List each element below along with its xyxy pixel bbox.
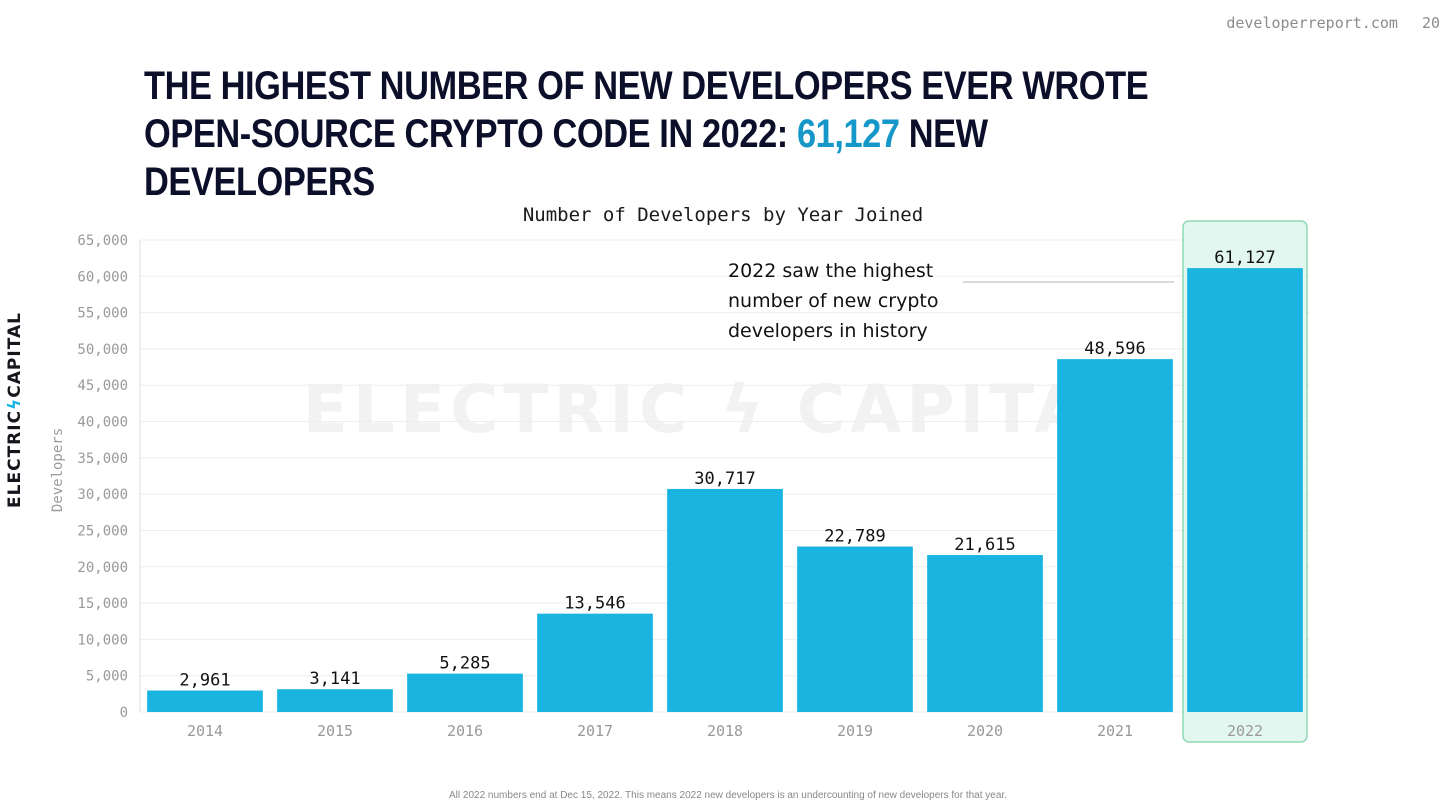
y-tick-label: 30,000: [77, 487, 128, 503]
x-tick-label: 2019: [837, 722, 873, 740]
chart-title: Number of Developers by Year Joined: [523, 204, 923, 226]
y-tick-label: 45,000: [77, 378, 128, 394]
annotation: 2022 saw the highest number of new crypt…: [728, 260, 939, 342]
y-tick-label: 15,000: [77, 596, 128, 612]
y-tick-label: 35,000: [77, 451, 128, 467]
y-tick-label: 60,000: [77, 269, 128, 285]
data-label-2014: 2,961: [179, 670, 230, 690]
data-label-2021: 48,596: [1084, 339, 1145, 359]
x-tick-label: 2016: [447, 722, 483, 740]
bar-2020: [927, 555, 1043, 712]
data-label-2016: 5,285: [439, 654, 490, 674]
footnote: All 2022 numbers end at Dec 15, 2022. Th…: [449, 790, 1007, 801]
x-tick-label: 2020: [967, 722, 1003, 740]
data-label-2018: 30,717: [694, 469, 755, 489]
title-part-2: NEW DEVELOPERS: [144, 112, 988, 204]
bars: [147, 268, 1303, 712]
y-tick-label: 5,000: [86, 669, 128, 685]
annotation-line-2: number of new crypto: [728, 290, 939, 312]
y-tick-label: 65,000: [77, 233, 128, 249]
page-number: 20: [1421, 14, 1440, 32]
bar-2014: [147, 690, 263, 712]
bar-2016: [407, 673, 523, 712]
site-url: developerreport.com: [1226, 14, 1398, 32]
bar-2018: [667, 488, 783, 712]
title-highlight: 61,127: [796, 112, 900, 156]
bar-chart: ELECTRIC ϟ CAPITAL 0 5,000 10,000 15,000 20,…: [50, 204, 1310, 743]
title-part-1: THE HIGHEST NUMBER OF NEW DEVELOPERS EVE…: [144, 64, 1149, 156]
page-title: THE HIGHEST NUMBER OF NEW DEVELOPERS EVE…: [144, 62, 1193, 206]
x-tick-label: 2018: [707, 722, 743, 740]
data-label-2017: 13,546: [564, 594, 625, 614]
y-tick-label: 10,000: [77, 632, 128, 648]
data-label-2019: 22,789: [824, 527, 885, 547]
y-tick-label: 55,000: [77, 306, 128, 322]
annotation-line-3: developers in history: [728, 320, 928, 342]
y-tick-label: 40,000: [77, 415, 128, 431]
x-tick-label: 2017: [577, 722, 613, 740]
bar-2022: [1187, 268, 1303, 712]
x-tick-label: 2014: [187, 722, 223, 740]
data-label-2020: 21,615: [954, 535, 1015, 555]
x-tick-label: 2021: [1097, 722, 1133, 740]
annotation-line-1: 2022 saw the highest: [728, 260, 933, 282]
x-tick-label: 2022: [1227, 722, 1263, 740]
bar-2019: [797, 546, 913, 712]
y-tick-label: 0: [120, 705, 128, 721]
data-label-2015: 3,141: [309, 669, 360, 689]
y-tick-label: 50,000: [77, 342, 128, 358]
bar-2015: [277, 689, 393, 712]
y-tick-label: 25,000: [77, 523, 128, 539]
x-tick-label: 2015: [317, 722, 353, 740]
header-site: developerreport.com 20: [1226, 14, 1440, 32]
data-labels: 2,961 3,141 5,285 13,546 30,717 22,789 21,615 4…: [179, 248, 1275, 690]
y-axis-ticks: 0 5,000 10,000 15,000 20,000 25,000 30,000 35,0…: [77, 233, 128, 721]
watermark: ELECTRIC ϟ CAPITAL: [303, 371, 1137, 448]
y-tick-label: 20,000: [77, 560, 128, 576]
bar-2017: [537, 613, 653, 712]
bar-2021: [1057, 359, 1173, 712]
x-axis-labels: 2014 2015 2016 2017 2018 2019 2020 2021 2022: [187, 722, 1263, 740]
y-axis-label: Developers: [50, 428, 66, 512]
data-label-2022: 61,127: [1214, 248, 1275, 268]
